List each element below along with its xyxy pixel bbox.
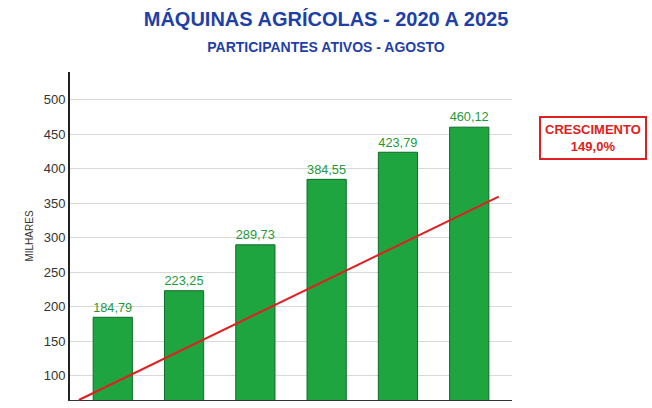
svg-text:300: 300 [44,230,66,245]
svg-text:400: 400 [44,161,66,176]
svg-text:MÁQUINAS AGRÍCOLAS - 2020 A 20: MÁQUINAS AGRÍCOLAS - 2020 A 2025PARTICIP… [144,8,509,55]
svg-text:250: 250 [44,265,66,280]
svg-text:MILHARES: MILHARES [24,210,35,261]
svg-text:CRESCIMENTO149,0%: CRESCIMENTO149,0% [545,122,641,154]
svg-text:423,79: 423,79 [378,135,417,150]
svg-text:384,55: 384,55 [307,162,346,177]
svg-text:223,25: 223,25 [164,273,203,288]
svg-text:200: 200 [44,299,66,314]
svg-text:184,79: 184,79 [93,300,132,315]
svg-text:450: 450 [44,127,66,142]
svg-text:460,12: 460,12 [450,109,489,124]
svg-text:500: 500 [44,92,66,107]
svg-text:100: 100 [44,368,66,383]
svg-text:350: 350 [44,196,66,211]
svg-text:150: 150 [44,334,66,349]
svg-text:289,73: 289,73 [236,227,275,242]
